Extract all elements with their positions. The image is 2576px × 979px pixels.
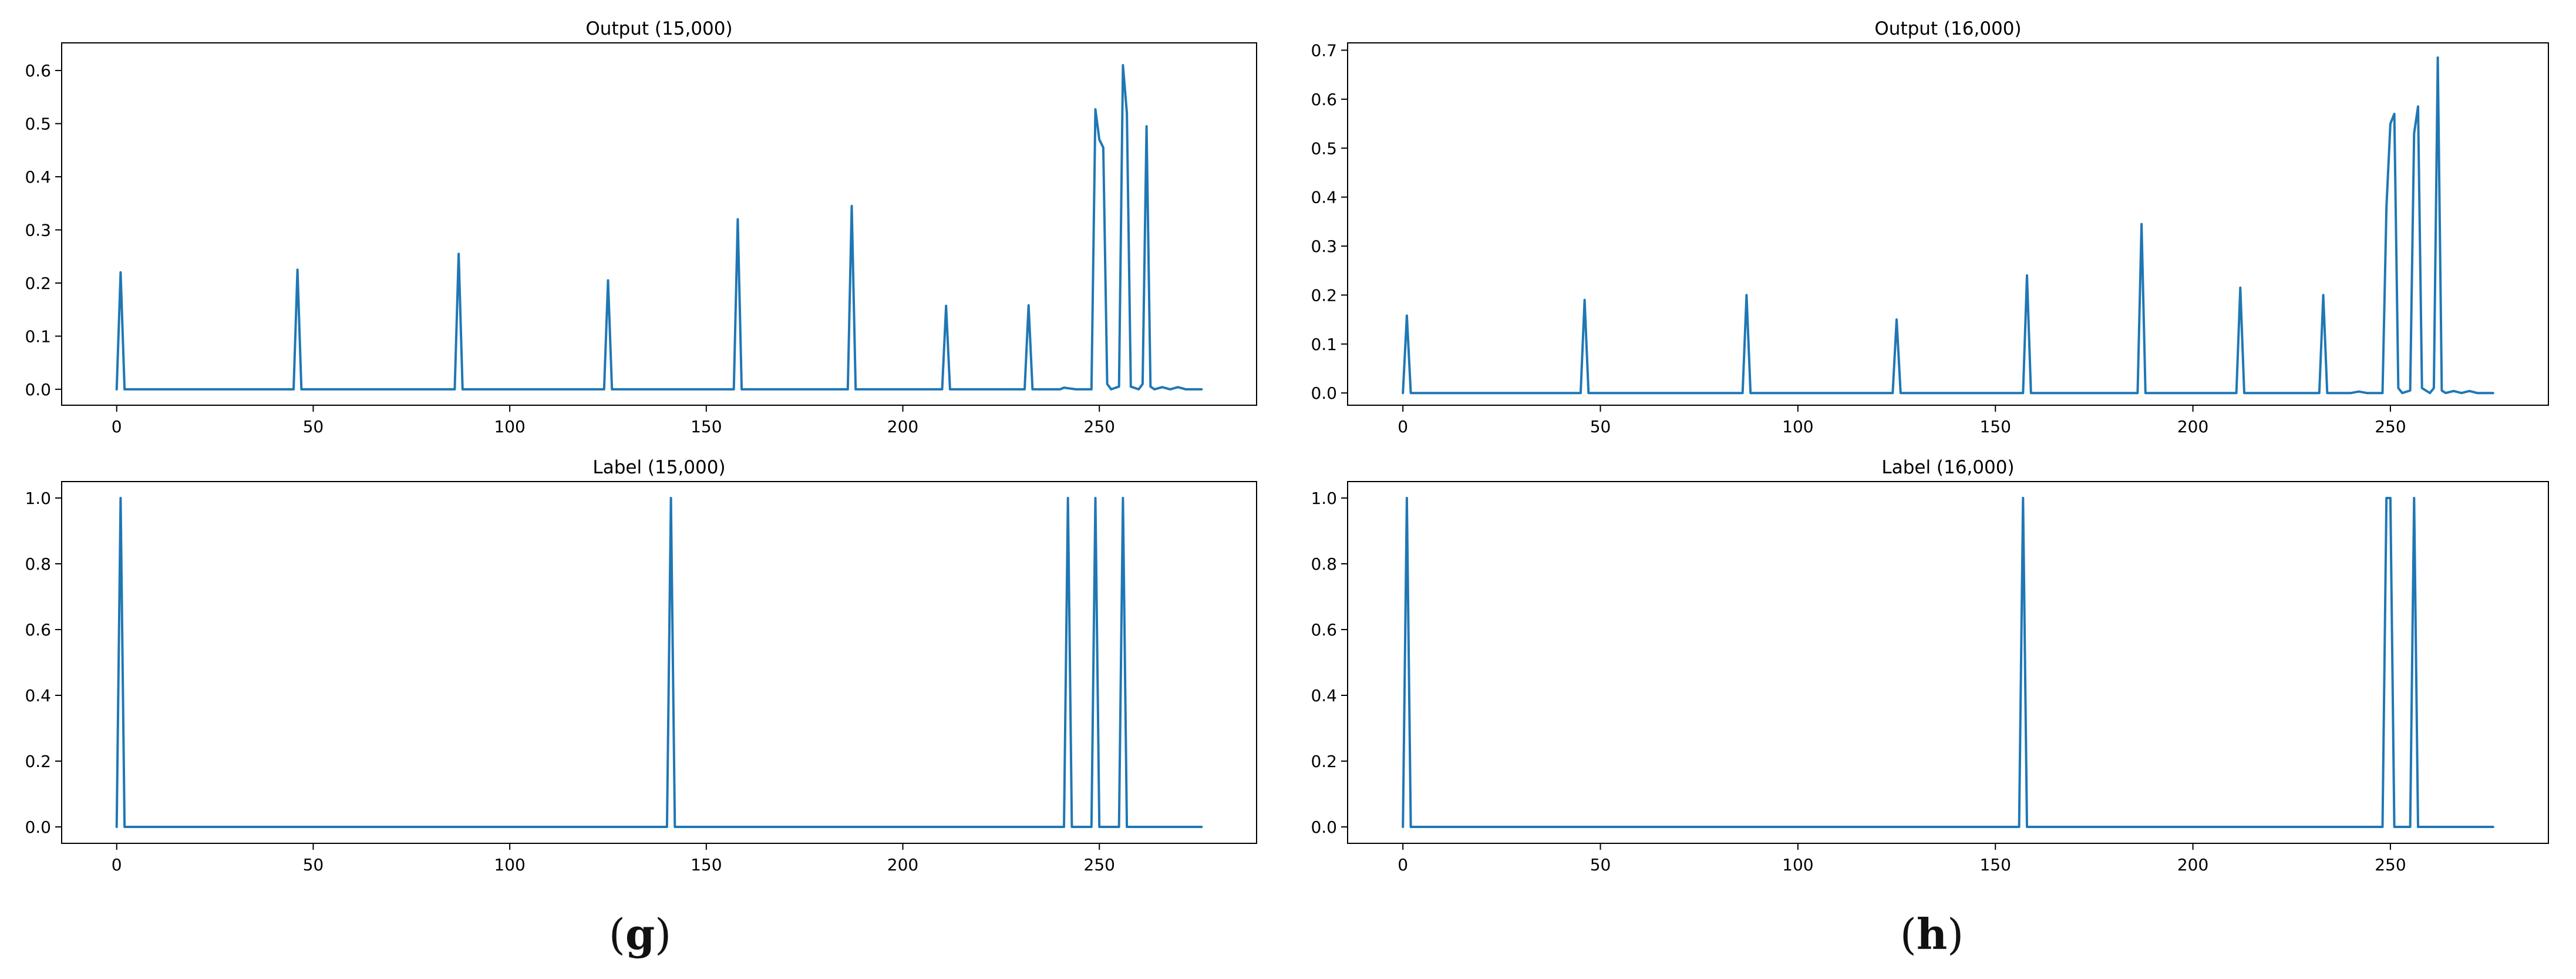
x-tick-label: 100	[1782, 417, 1813, 436]
y-tick-label: 0.6	[1311, 90, 1337, 109]
y-tick-label: 0.0	[25, 380, 51, 399]
y-tick-label: 1.0	[25, 489, 51, 508]
x-tick-label: 200	[887, 417, 918, 436]
x-tick-label: 50	[1590, 855, 1611, 874]
series-line	[115, 64, 1203, 391]
x-tick-label: 150	[1979, 855, 2011, 874]
x-tick-label: 250	[1084, 855, 1115, 874]
x-tick-label: 150	[691, 855, 722, 874]
y-tick-label: 0.2	[1311, 752, 1337, 771]
x-tick-label: 0	[112, 855, 122, 874]
y-tick-label: 0.0	[1311, 383, 1337, 403]
x-tick-label: 50	[303, 855, 324, 874]
y-tick-label: 0.4	[1311, 188, 1337, 207]
panel-caption-h: (h)	[1900, 909, 1964, 959]
axes-frame	[1347, 481, 2549, 844]
series-line	[115, 497, 1203, 828]
x-tick-label: 0	[1398, 417, 1408, 436]
x-tick-label: 200	[2177, 417, 2208, 436]
x-tick-label: 150	[1979, 417, 2011, 436]
y-tick-label: 0.2	[25, 752, 51, 771]
y-tick-label: 0.0	[25, 817, 51, 837]
panel-caption-g: (g)	[608, 909, 672, 959]
y-tick-label: 0.6	[1311, 620, 1337, 640]
series-line	[1402, 497, 2494, 828]
y-tick-label: 1.0	[1311, 489, 1337, 508]
x-tick-label: 150	[691, 417, 722, 436]
x-tick-label: 50	[303, 417, 324, 436]
chart-label-15000: Label (15,000) 0 50 100 150 200 250 0.0 0.2 0.4 0.…	[25, 457, 1257, 874]
y-tick-label: 0.6	[25, 61, 51, 80]
x-tick-label: 50	[1590, 417, 1611, 436]
x-tick-label: 250	[2375, 855, 2406, 874]
y-tick-label: 0.3	[1311, 237, 1337, 256]
y-tick-label: 0.5	[25, 115, 51, 134]
x-tick-label: 200	[887, 855, 918, 874]
chart-title: Label (16,000)	[1881, 457, 2014, 478]
y-tick-label: 0.8	[1311, 554, 1337, 574]
y-tick-label: 0.4	[1311, 686, 1337, 705]
y-tick-label: 0.4	[25, 167, 51, 187]
y-tick-label: 0.4	[25, 686, 51, 705]
y-tick-label: 0.7	[1311, 41, 1337, 60]
y-tick-label: 0.2	[1311, 285, 1337, 305]
y-tick-label: 0.1	[25, 327, 51, 346]
x-tick-label: 100	[494, 855, 525, 874]
axes-frame	[1347, 42, 2549, 406]
chart-label-16000: Label (16,000) 0 50 100 150 200 250 0.0 0.2 0.4 0.…	[1311, 457, 2549, 874]
y-tick-label: 0.5	[1311, 139, 1337, 158]
x-tick-label: 100	[1782, 855, 1813, 874]
y-tick-label: 0.3	[25, 220, 51, 240]
y-tick-label: 0.1	[1311, 335, 1337, 354]
x-tick-label: 100	[494, 417, 525, 436]
series-line	[1402, 56, 2494, 395]
axes-frame	[61, 481, 1257, 844]
chart-title: Output (16,000)	[1874, 18, 2021, 39]
axes-frame	[61, 42, 1257, 406]
y-tick-label: 0.8	[25, 554, 51, 574]
x-tick-label: 0	[112, 417, 122, 436]
y-tick-label: 0.2	[25, 274, 51, 293]
y-tick-label: 0.6	[25, 620, 51, 640]
x-tick-label: 200	[2177, 855, 2208, 874]
x-tick-label: 0	[1398, 855, 1408, 874]
y-tick-label: 0.0	[1311, 817, 1337, 837]
chart-output-16000: Output (16,000) 0 50 100 150 200 250 0.0 0.1 0.2 0…	[1311, 18, 2549, 436]
x-tick-label: 250	[1084, 417, 1115, 436]
chart-title: Output (15,000)	[585, 18, 732, 39]
chart-output-15000: Output (15,000) 0 50 100 150 200 250 0.0 0.1 0.2 0…	[25, 18, 1257, 436]
chart-title: Label (15,000)	[592, 457, 725, 478]
x-tick-label: 250	[2375, 417, 2406, 436]
